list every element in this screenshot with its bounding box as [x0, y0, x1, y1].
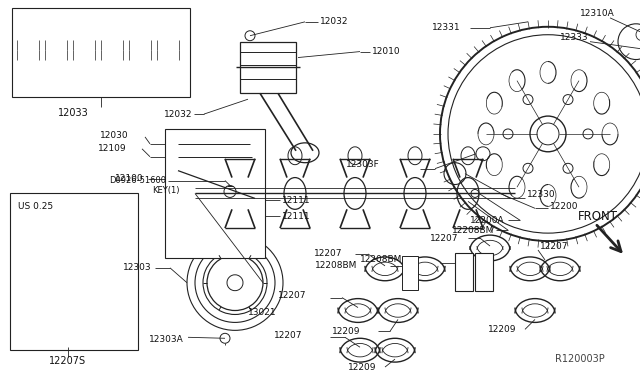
- Text: 12111: 12111: [282, 212, 310, 221]
- Text: 12208BM: 12208BM: [452, 226, 494, 235]
- Text: 12109: 12109: [98, 144, 127, 153]
- Bar: [165, 129, 265, 258]
- Text: KEY(1): KEY(1): [152, 186, 180, 195]
- Bar: [475, 253, 493, 291]
- Text: 12330: 12330: [527, 190, 556, 199]
- Text: 12209: 12209: [348, 363, 376, 372]
- Text: 12303A: 12303A: [149, 335, 184, 344]
- Text: 12207: 12207: [278, 291, 307, 300]
- Text: 12208BM: 12208BM: [360, 256, 403, 264]
- Text: 12207: 12207: [274, 331, 303, 340]
- Text: 12032: 12032: [320, 17, 349, 26]
- Text: 12200A: 12200A: [470, 216, 505, 225]
- Text: 12303F: 12303F: [346, 160, 380, 169]
- Text: 12207: 12207: [540, 241, 568, 250]
- Text: 12032: 12032: [163, 110, 192, 119]
- Text: 12208BM: 12208BM: [315, 262, 357, 270]
- Text: 12310A: 12310A: [580, 9, 615, 18]
- Text: 12207S: 12207S: [49, 356, 86, 366]
- Text: 12010: 12010: [372, 47, 401, 56]
- Text: 12100: 12100: [115, 174, 144, 183]
- Text: 12303: 12303: [124, 263, 152, 272]
- Text: 12030: 12030: [100, 131, 129, 140]
- Text: 12333: 12333: [560, 33, 589, 42]
- Text: 12033: 12033: [58, 108, 88, 118]
- Bar: [455, 253, 473, 291]
- Bar: [402, 256, 418, 290]
- Text: FRONT: FRONT: [578, 210, 618, 223]
- Text: 12200: 12200: [550, 202, 579, 211]
- Text: 13021: 13021: [248, 308, 276, 317]
- Text: R120003P: R120003P: [555, 354, 605, 364]
- Text: 12209: 12209: [332, 327, 360, 336]
- Bar: [240, 42, 296, 93]
- Text: D0926-51600: D0926-51600: [109, 176, 166, 185]
- Text: 12111: 12111: [282, 196, 310, 205]
- Bar: [10, 193, 138, 350]
- Text: 12207: 12207: [430, 234, 458, 243]
- Text: 12207: 12207: [314, 250, 342, 259]
- Text: 12331: 12331: [432, 23, 461, 32]
- Text: 12209: 12209: [488, 325, 516, 334]
- Bar: [12, 8, 190, 97]
- Text: US 0.25: US 0.25: [18, 202, 53, 211]
